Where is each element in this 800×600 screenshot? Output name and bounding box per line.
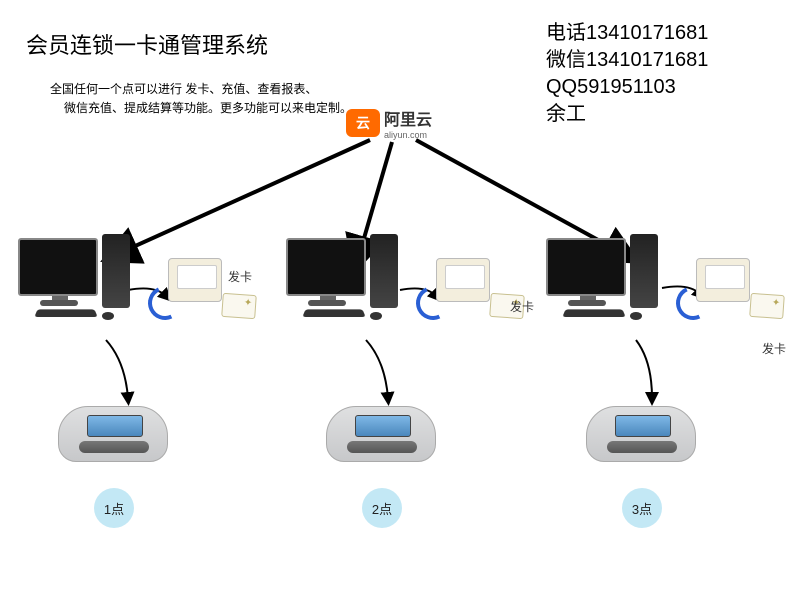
card-icon (221, 293, 257, 319)
main-arrow (416, 140, 620, 252)
issue-card-label: 发卡 (510, 298, 534, 315)
tower-icon (370, 234, 398, 308)
cloud-text-cn: 阿里云 (384, 106, 432, 130)
station-3: 发卡 3点 (546, 238, 800, 538)
pos-terminal-icon (326, 406, 436, 462)
keyboard-icon (302, 309, 365, 317)
cloud-icon: 云 (346, 109, 380, 137)
subtitle-line2: 微信充值、提成结算等功能。更多功能可以来电定制。 (64, 99, 352, 118)
point-badge: 1点 (94, 488, 134, 528)
pos-terminal-icon (58, 406, 168, 462)
tower-icon (630, 234, 658, 308)
point-badge: 3点 (622, 488, 662, 528)
contact-phone: 电话13410171681 (546, 20, 708, 47)
contact-qq: QQ591951103 (546, 74, 708, 101)
cloud-text-en: aliyun.com (384, 130, 432, 140)
pc-icon (546, 238, 626, 296)
pos-terminal-icon (586, 406, 696, 462)
monitor-icon (18, 238, 98, 296)
contact-name: 余工 (546, 101, 708, 128)
mouse-icon (102, 312, 114, 320)
contact-wechat: 微信13410171681 (546, 47, 708, 74)
monitor-icon (546, 238, 626, 296)
mouse-icon (370, 312, 382, 320)
point-badge: 2点 (362, 488, 402, 528)
station-2: 发卡 2点 (286, 238, 546, 538)
pc-icon (18, 238, 98, 296)
subtitle-line1: 全国任何一个点可以进行 发卡、充值、查看报表、 (50, 80, 352, 99)
tower-icon (102, 234, 130, 308)
keyboard-icon (562, 309, 625, 317)
contact-block: 电话13410171681 微信13410171681 QQ591951103 … (546, 20, 708, 128)
main-title: 会员连锁一卡通管理系统 (26, 28, 268, 60)
monitor-icon (286, 238, 366, 296)
mouse-icon (630, 312, 642, 320)
main-arrow (122, 140, 370, 252)
aliyun-logo: 云 阿里云 aliyun.com (346, 106, 432, 140)
pc-icon (286, 238, 366, 296)
subtitle-block: 全国任何一个点可以进行 发卡、充值、查看报表、 微信充值、提成结算等功能。更多功… (50, 80, 352, 118)
station-1: 发卡 1点 (18, 238, 278, 538)
issue-card-label: 发卡 (762, 340, 786, 357)
card-icon (749, 293, 785, 319)
issue-card-label: 发卡 (228, 268, 252, 285)
keyboard-icon (34, 309, 97, 317)
